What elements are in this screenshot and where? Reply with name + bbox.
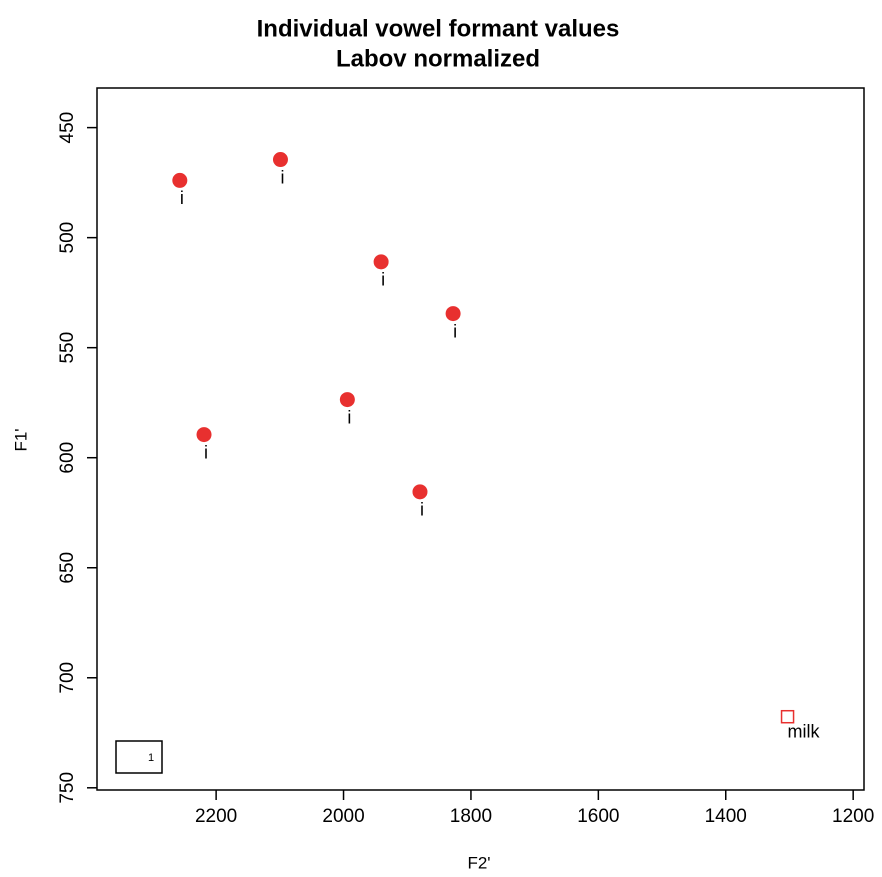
point-label: i xyxy=(453,321,457,341)
y-tick-label: 450 xyxy=(57,112,78,144)
point-label: i xyxy=(204,442,208,462)
point-label: i xyxy=(280,167,284,187)
y-tick-label: 550 xyxy=(57,332,78,364)
x-axis-label: F2' xyxy=(467,853,490,872)
legend-box xyxy=(115,740,163,774)
x-tick-label: 2000 xyxy=(322,806,364,827)
point-label: i xyxy=(381,270,385,290)
point-label: i xyxy=(347,407,351,427)
point xyxy=(445,306,461,322)
x-tick-label: 1400 xyxy=(705,806,747,827)
chart-title: Individual vowel formant values xyxy=(257,15,620,42)
point-label: i xyxy=(180,188,184,208)
x-tick-label: 1600 xyxy=(577,806,619,827)
point-label: milk xyxy=(788,721,821,741)
legend-label: 1 xyxy=(148,752,154,764)
point xyxy=(272,152,288,168)
plot-frame xyxy=(96,87,865,791)
point xyxy=(196,427,212,443)
x-tick-label: 1200 xyxy=(832,806,874,827)
point xyxy=(339,392,355,408)
x-tick-label: 2200 xyxy=(195,806,237,827)
x-tick-label: 1800 xyxy=(450,806,492,827)
point xyxy=(373,254,389,270)
y-tick-label: 600 xyxy=(57,442,78,474)
point xyxy=(780,709,795,724)
y-tick-label: 500 xyxy=(57,222,78,254)
point xyxy=(412,484,428,500)
y-tick-label: 650 xyxy=(57,552,78,584)
y-tick-label: 750 xyxy=(57,772,78,804)
point xyxy=(172,172,188,188)
y-tick-label: 700 xyxy=(57,662,78,694)
y-axis-label: F1' xyxy=(11,428,30,451)
point-label: i xyxy=(420,500,424,520)
chart-subtitle: Labov normalized xyxy=(336,45,540,72)
